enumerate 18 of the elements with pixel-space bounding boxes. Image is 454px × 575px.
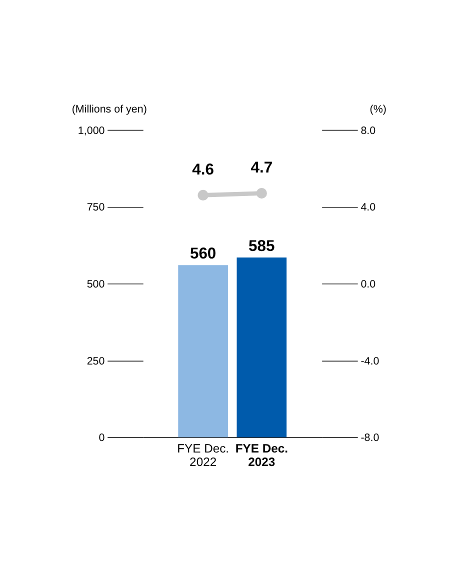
- data-label: 585: [248, 238, 276, 256]
- y2-tick-label: -8.0: [360, 432, 380, 444]
- x-tick-label: FYE Dec. 2023: [235, 442, 288, 470]
- y2-tick-label: 4.0: [360, 202, 376, 214]
- y-axis-title: (Millions of yen): [72, 103, 147, 116]
- data-label: 4.7: [250, 160, 273, 177]
- y-tick-label: 0: [98, 432, 105, 444]
- x-tick-label: FYE Dec. 2022: [177, 442, 230, 470]
- y2-tick-label: -4.0: [360, 355, 380, 368]
- y-tick-label: 1,000: [78, 124, 105, 137]
- y2-tick-label: 8.0: [360, 124, 376, 137]
- data-label: 560: [190, 246, 216, 263]
- y2-tick-label: 0.0: [360, 278, 376, 291]
- data-label: 4.6: [192, 161, 214, 178]
- y-tick-label: 500: [86, 278, 105, 291]
- y-tick-label: 750: [86, 202, 105, 214]
- y2-axis-title: (%): [370, 103, 386, 116]
- y-tick-label: 250: [86, 355, 105, 368]
